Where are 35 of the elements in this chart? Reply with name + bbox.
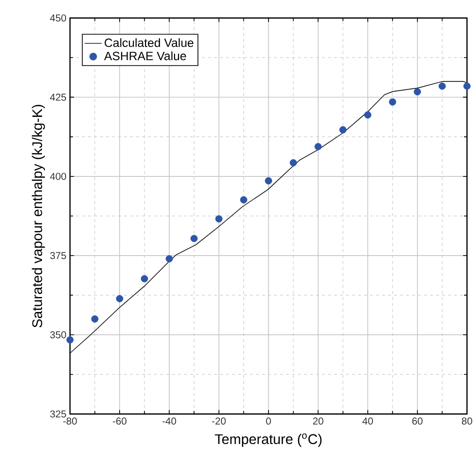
y-axis-title: Saturated vapour enthalpy (kJ/kg-K) — [32, 104, 45, 328]
point — [264, 177, 272, 184]
x-tick-label: -20 — [212, 418, 226, 425]
y-tick-label: 350 — [50, 331, 66, 338]
point — [388, 98, 396, 106]
x-tick-label: 80 — [462, 418, 472, 425]
point — [339, 126, 347, 134]
x-tick-label: 0 — [266, 418, 271, 425]
point — [166, 255, 173, 262]
point — [140, 275, 148, 282]
point — [91, 315, 98, 323]
point — [314, 143, 322, 150]
legend-label: Calculated Value — [104, 38, 194, 48]
point — [116, 295, 124, 302]
point — [414, 88, 421, 96]
legend-label: ASHRAE Value — [104, 51, 186, 60]
y-tick-label: 450 — [50, 14, 66, 22]
point — [215, 215, 222, 222]
x-tick-label: 40 — [362, 418, 373, 425]
y-tick-label: 375 — [50, 252, 66, 260]
x-tick-label: -80 — [63, 418, 77, 425]
point — [290, 159, 297, 166]
x-tick-label: -60 — [112, 418, 126, 425]
x-tick-label: 60 — [412, 418, 423, 425]
x-tick-label: -40 — [162, 418, 176, 425]
y-tick-label: 325 — [50, 410, 66, 418]
point — [438, 82, 446, 90]
point — [66, 336, 74, 344]
point — [190, 234, 198, 242]
x-axis-title: Temperature ($^{o}$C) — [214, 433, 322, 447]
x-tick-label: 20 — [313, 418, 324, 425]
point — [240, 196, 248, 204]
y-tick-label: 425 — [50, 94, 66, 101]
point — [364, 111, 372, 119]
y-tick-label: 400 — [50, 172, 66, 180]
